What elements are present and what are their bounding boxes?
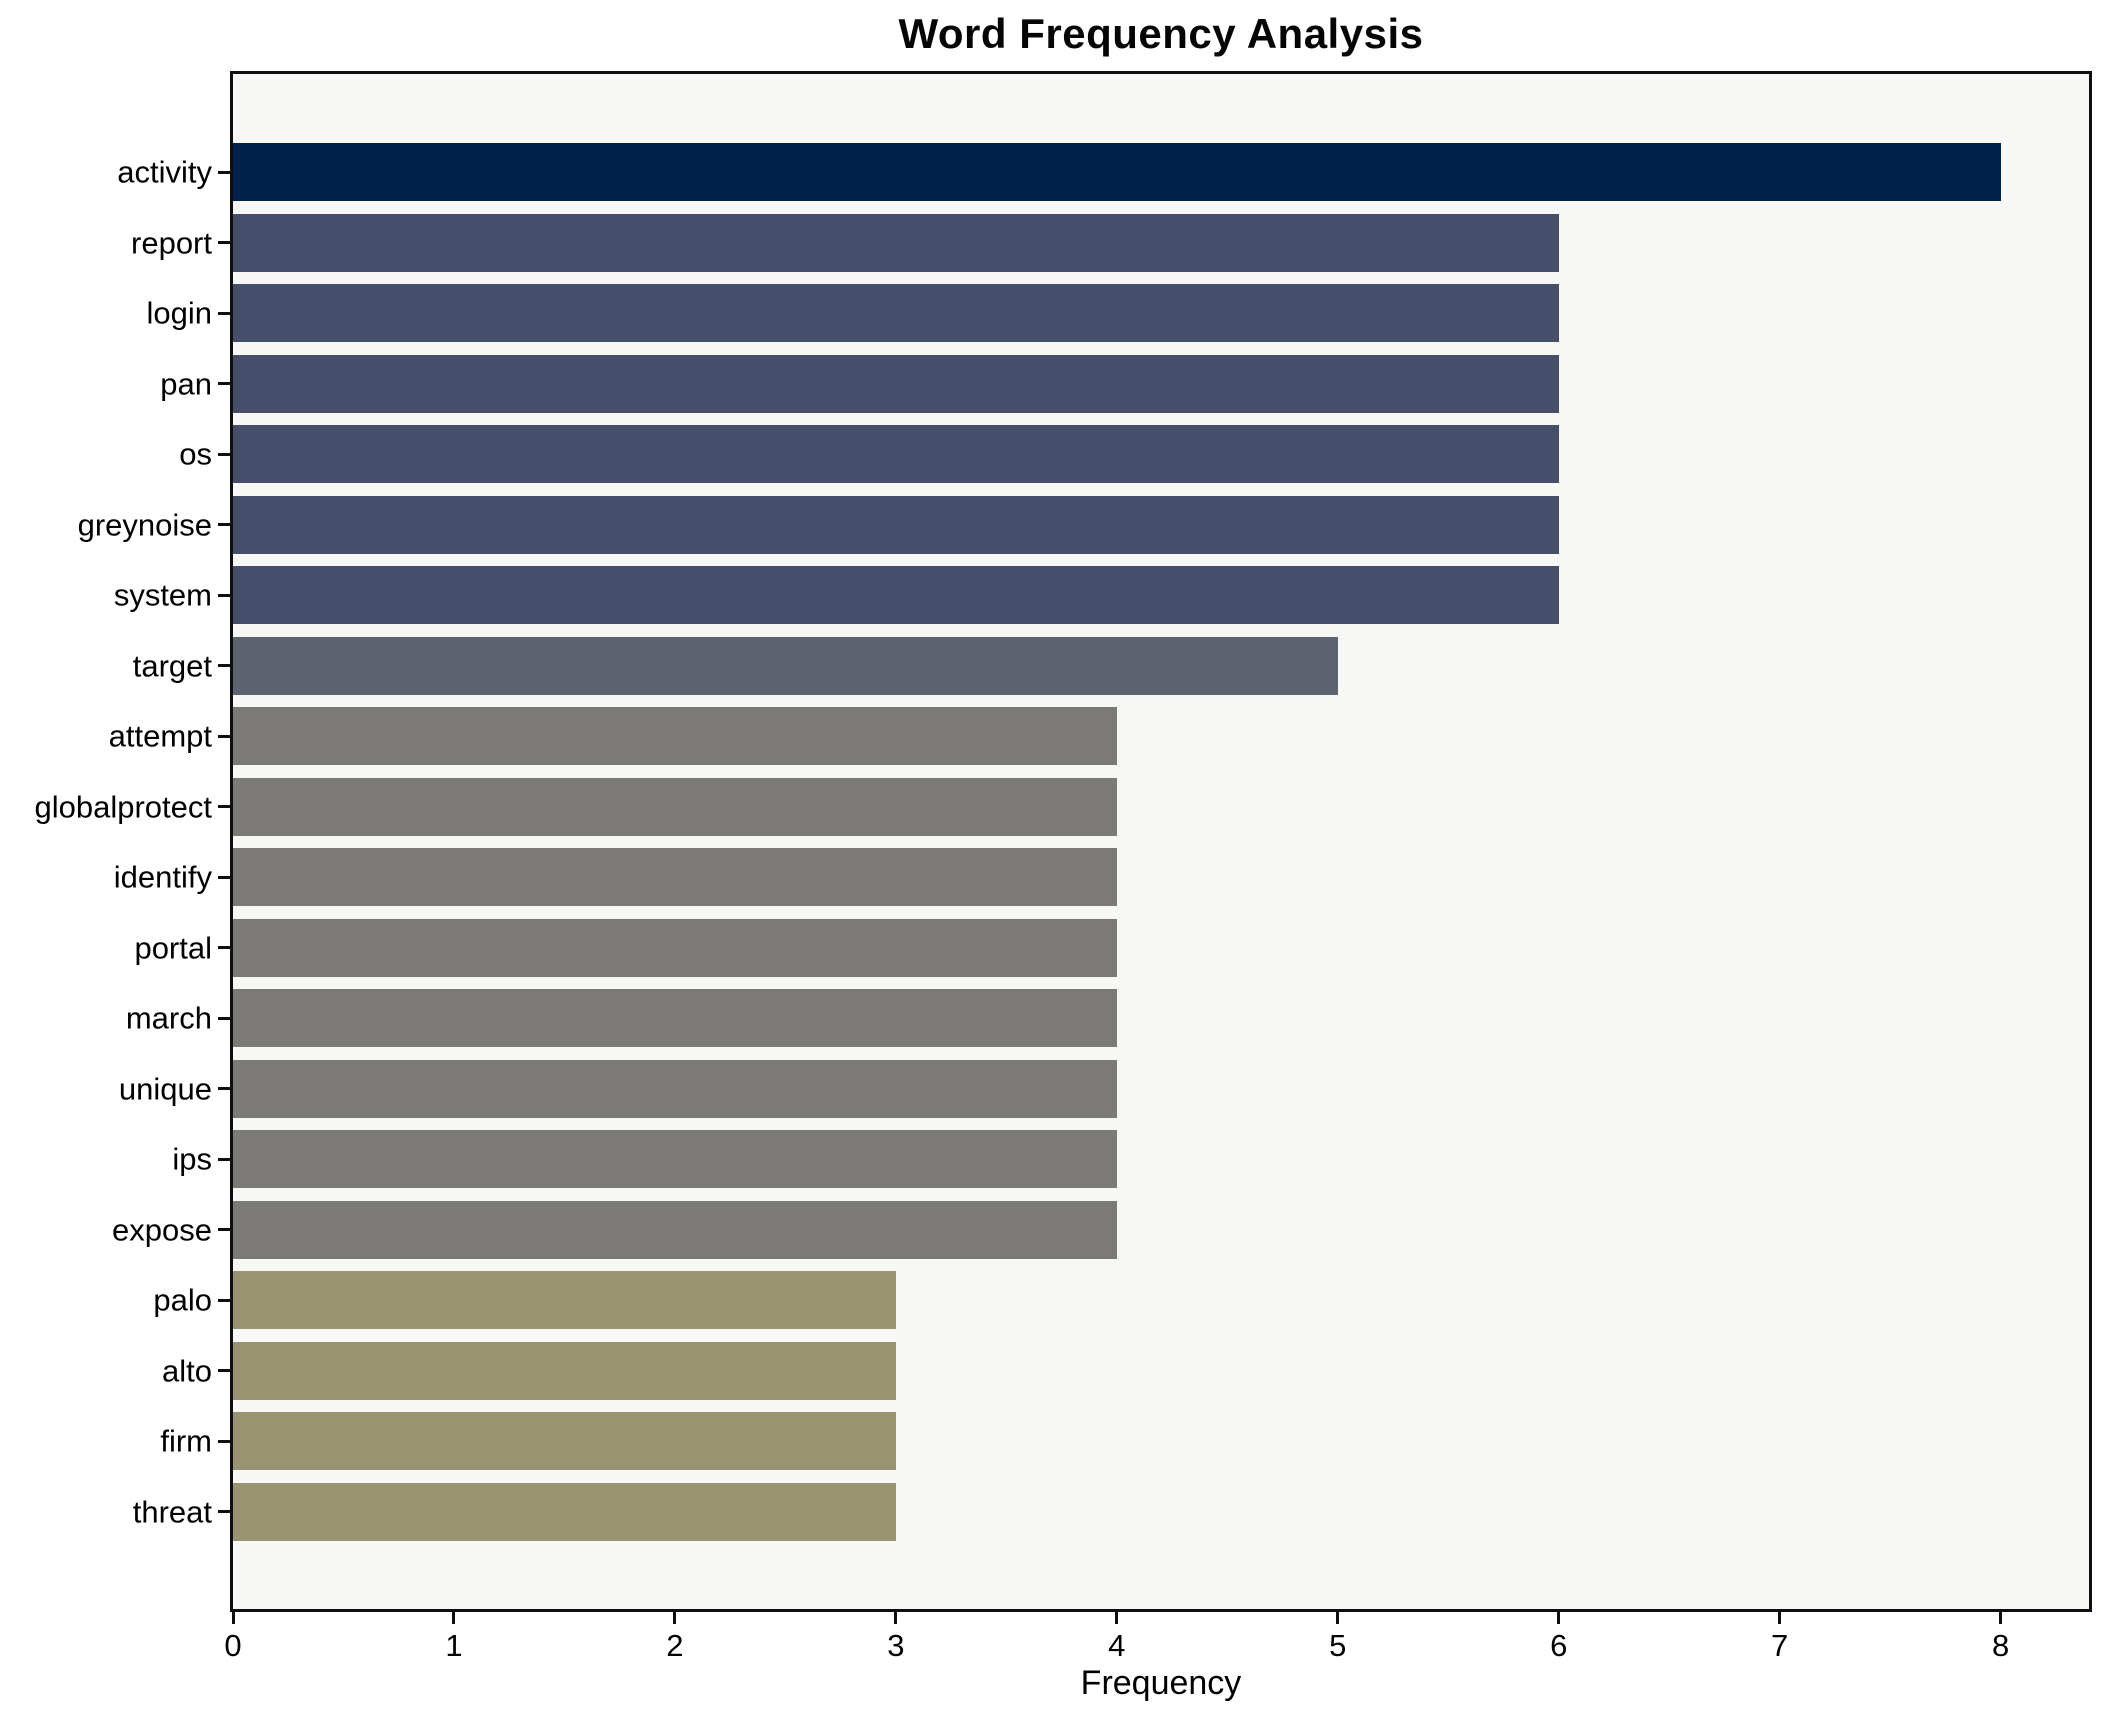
y-tick-label-identify: identify [113,859,212,895]
bar-ips [233,1130,1117,1189]
x-tick-label-5: 5 [1329,1628,1347,1663]
y-tick-mark [218,1087,230,1091]
y-tick-mark [218,1016,230,1020]
y-tick-mark [218,1298,230,1302]
y-tick-label-portal: portal [134,930,212,966]
bar-threat [233,1482,896,1541]
y-tick-mark [218,241,230,245]
y-tick-label-march: march [125,1000,212,1036]
x-tick-mark [1778,1612,1782,1624]
y-tick-label-attempt: attempt [108,718,212,754]
bar-report [233,213,1559,272]
y-tick-label-login: login [146,295,213,331]
y-tick-label-threat: threat [132,1494,212,1530]
chart-title: Word Frequency Analysis [898,10,1424,57]
x-tick-mark [1557,1612,1561,1624]
bar-alto [233,1341,896,1400]
bar-os [233,425,1559,484]
y-tick-mark [218,1510,230,1514]
y-tick-label-palo: palo [153,1282,212,1318]
x-tick-mark [1336,1612,1340,1624]
bar-portal [233,918,1117,977]
y-tick-mark [218,734,230,738]
x-tick-label-4: 4 [1108,1628,1126,1663]
bar-unique [233,1059,1117,1118]
y-tick-label-report: report [131,225,212,261]
y-tick-label-ips: ips [172,1141,212,1177]
y-tick-label-firm: firm [160,1423,212,1459]
x-tick-mark [1115,1612,1119,1624]
x-axis-title: Frequency [1080,1664,1242,1702]
x-tick-mark [673,1612,677,1624]
y-tick-label-activity: activity [117,154,212,190]
y-tick-mark [218,1228,230,1232]
plot-area [230,71,2092,1612]
x-tick-label-8: 8 [1991,1628,2010,1663]
y-tick-mark [218,664,230,668]
y-tick-label-os: os [179,436,212,472]
y-tick-mark [218,1439,230,1443]
y-tick-label-unique: unique [118,1071,212,1107]
bar-expose [233,1200,1117,1259]
x-tick-label-6: 6 [1550,1628,1568,1663]
y-tick-label-globalprotect: globalprotect [34,789,212,825]
bar-target [233,636,1338,695]
x-tick-mark [231,1612,235,1624]
y-tick-label-greynoise: greynoise [77,507,212,543]
y-tick-mark [218,311,230,315]
y-tick-mark [218,170,230,174]
x-tick-label-3: 3 [887,1628,905,1663]
y-tick-mark [218,946,230,950]
x-tick-mark [452,1612,456,1624]
y-tick-label-alto: alto [162,1353,212,1389]
bar-login [233,284,1559,343]
y-tick-mark [218,523,230,527]
y-tick-label-target: target [132,648,212,684]
y-tick-mark [218,382,230,386]
bar-pan [233,354,1559,413]
bar-identify [233,848,1117,907]
bar-march [233,989,1117,1048]
y-tick-label-system: system [113,577,212,613]
y-tick-mark [218,1369,230,1373]
y-tick-mark [218,805,230,809]
y-tick-label-expose: expose [112,1212,212,1248]
x-tick-label-0: 0 [224,1628,242,1663]
x-tick-label-1: 1 [445,1628,463,1663]
x-tick-mark [1999,1612,2003,1624]
y-tick-mark [218,593,230,597]
bar-firm [233,1412,896,1471]
bar-palo [233,1271,896,1330]
x-tick-mark [894,1612,898,1624]
y-tick-mark [218,875,230,879]
y-tick-label-pan: pan [160,366,212,402]
x-tick-label-7: 7 [1771,1628,1789,1663]
bar-attempt [233,707,1117,766]
bar-globalprotect [233,777,1117,836]
bar-system [233,566,1559,625]
bar-activity [233,143,2001,202]
bar-greynoise [233,495,1559,554]
y-tick-mark [218,1157,230,1161]
x-tick-label-2: 2 [666,1628,684,1663]
y-tick-mark [218,452,230,456]
